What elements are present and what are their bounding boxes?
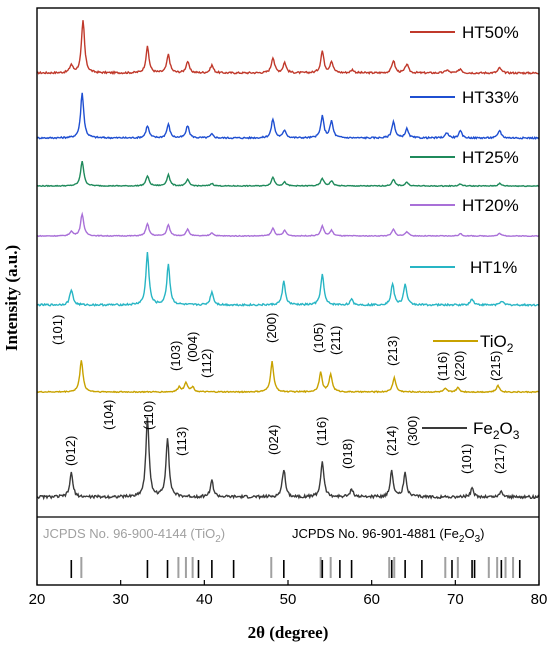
trace-ht25pct — [36, 160, 540, 188]
hkl-tio2-200: (200) — [264, 313, 279, 343]
hkl-fe2o3-012: (012) — [63, 436, 78, 466]
ref-fe2o3-label: JCPDS No. 96-901-4881 (Fe2O3) — [292, 526, 485, 545]
hkl-fe2o3-110: (110) — [141, 401, 156, 430]
x-tick-label: 30 — [112, 591, 129, 608]
hkl-fe2o3-101: (101) — [459, 444, 474, 474]
miller-index-labels: (101) (103) (004)(112) (200) (105) (211) (213)… — [50, 313, 507, 474]
x-axis-title: 2θ (degree) — [248, 623, 329, 642]
trace-tio2 — [36, 360, 540, 394]
hkl-tio2-213: (213) — [385, 336, 400, 366]
x-tick-label: 50 — [280, 591, 297, 608]
trace-ht50pct — [36, 20, 539, 76]
x-tick-label: 20 — [29, 591, 46, 608]
hkl-tio2-220: (220) — [452, 351, 467, 381]
legend-label-fe2o3: Fe2O3 — [473, 419, 520, 442]
x-axis-ticks: 20 30 40 50 60 70 80 — [29, 580, 548, 608]
hkl-tio2-112: (112) — [199, 349, 214, 378]
xrd-traces — [36, 20, 540, 501]
reference-patterns: JCPDS No. 96-900-4144 (TiO2) JCPDS No. 9… — [43, 526, 521, 578]
legend-label-ht1pct: HT1% — [470, 258, 517, 277]
y-axis-title: Intensity (a.u.) — [2, 245, 21, 351]
trace-ht1pct — [36, 252, 540, 307]
ref-tio2-label: JCPDS No. 96-900-4144 (TiO2) — [43, 526, 225, 545]
hkl-tio2-105: (105) — [311, 323, 326, 353]
legend-label-ht20pct: HT20% — [462, 196, 519, 215]
hkl-fe2o3-018: (018) — [340, 439, 355, 469]
legend-label-ht25pct: HT25% — [462, 148, 519, 167]
legend-label-tio2: TiO2 — [480, 332, 514, 355]
hkl-tio2-004: (004) — [185, 332, 200, 362]
hkl-fe2o3-214: (214) — [384, 426, 399, 456]
trace-ht20pct — [36, 211, 540, 238]
x-tick-label: 70 — [447, 591, 464, 608]
hkl-tio2-215: (215) — [488, 351, 503, 381]
x-tick-label: 60 — [363, 591, 380, 608]
hkl-tio2-103: (103) — [168, 341, 183, 371]
hkl-fe2o3-217: (217) — [492, 444, 507, 474]
legend-entries: HT50% HT33% HT25% HT20% HT1% TiO2 Fe2O3 — [410, 23, 520, 442]
hkl-tio2-101: (101) — [50, 315, 65, 345]
hkl-tio2-116: (116) — [435, 352, 450, 381]
trace-fe2o3 — [36, 417, 540, 501]
legend-label-ht33pct: HT33% — [462, 88, 519, 107]
hkl-fe2o3-300: (300) — [405, 416, 420, 446]
hkl-fe2o3-116: (116) — [314, 417, 329, 446]
legend-label-ht50pct: HT50% — [462, 23, 519, 42]
hkl-tio2-211: (211) — [328, 326, 343, 355]
hkl-fe2o3-104: (104) — [101, 400, 116, 430]
hkl-fe2o3-024: (024) — [266, 425, 281, 455]
x-tick-label: 40 — [196, 591, 213, 608]
trace-ht33pct — [36, 92, 540, 140]
hkl-fe2o3-113: (113) — [174, 427, 189, 456]
x-tick-label: 80 — [531, 591, 548, 608]
